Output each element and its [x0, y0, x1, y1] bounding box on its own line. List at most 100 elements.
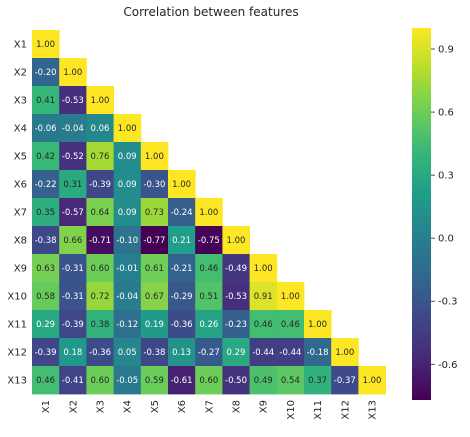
heatmap-cell [59, 170, 87, 199]
heatmap-cell-label: -0.52 [62, 152, 84, 162]
heatmap-cell-label: -0.04 [62, 124, 84, 134]
heatmap-cell [32, 310, 60, 339]
heatmap-cell [168, 366, 196, 395]
heatmap-cell [86, 338, 114, 367]
heatmap-cell-label: -0.37 [334, 376, 356, 386]
heatmap-cell [222, 338, 250, 367]
heatmap-cell-label: 0.31 [63, 180, 82, 190]
heatmap-cell [140, 226, 169, 255]
heatmap-cell [32, 338, 60, 367]
heatmap-cell [222, 254, 250, 283]
row-tick-label: X7 [14, 208, 27, 219]
heatmap-cell [59, 282, 87, 311]
heatmap-cell [249, 310, 278, 339]
heatmap-cell [249, 338, 278, 367]
heatmap-cell [276, 338, 305, 367]
heatmap-cell-label: 1.00 [63, 68, 82, 78]
column-tick-label: X5 [150, 400, 161, 413]
heatmap-cell [249, 282, 278, 311]
heatmap-cell [140, 366, 169, 395]
column-tick-label: X12 [340, 400, 351, 420]
heatmap-cell [113, 254, 142, 283]
heatmap-cell [331, 366, 359, 395]
heatmap-cell-label: 1.00 [308, 320, 327, 330]
heatmap-cell [222, 282, 250, 311]
heatmap-cell [222, 366, 250, 395]
heatmap-cell [59, 310, 87, 339]
row-tick-label: X9 [14, 264, 27, 275]
heatmap-cell [168, 226, 196, 255]
heatmap-cell-label: 1.00 [199, 208, 218, 218]
row-tick-label: X1 [14, 40, 27, 51]
column-tick-label: X9 [259, 400, 270, 413]
heatmap-cell [195, 254, 223, 283]
column-tick-label: X1 [41, 400, 52, 413]
heatmap-cell [168, 310, 196, 339]
heatmap-cell [276, 310, 305, 339]
heatmap-cell-label: 0.91 [254, 292, 273, 302]
heatmap-cell-label: -0.18 [307, 348, 329, 358]
heatmap-cell-label: 0.54 [281, 376, 300, 386]
heatmap-cell-label: -0.53 [225, 292, 247, 302]
heatmap-cell-label: 0.61 [145, 264, 164, 274]
heatmap-cell-label: 0.29 [36, 320, 55, 330]
chart-title: Correlation between features [123, 5, 298, 19]
heatmap-cells [32, 30, 386, 395]
heatmap-cell [86, 170, 114, 199]
heatmap-cell [140, 282, 169, 311]
heatmap-cell-label: -0.50 [225, 376, 247, 386]
column-tick-label: X4 [123, 400, 134, 413]
heatmap-cell-label: -0.71 [89, 236, 111, 246]
heatmap-cell [113, 114, 142, 143]
heatmap-cell [140, 198, 169, 227]
heatmap-cell-label: -0.38 [35, 236, 57, 246]
heatmap-cell [86, 254, 114, 283]
heatmap-cell-label: -0.12 [116, 320, 138, 330]
heatmap-cell-label: -0.36 [171, 320, 193, 330]
heatmap-cell-label: 0.19 [145, 320, 164, 330]
heatmap-cell-label: -0.06 [35, 124, 57, 134]
heatmap-cell [168, 338, 196, 367]
heatmap-cell-label: -0.05 [116, 376, 138, 386]
heatmap-cell [59, 254, 87, 283]
heatmap-cell-label: -0.75 [198, 236, 220, 246]
column-tick-label: X13 [368, 400, 379, 420]
heatmap-cell [222, 226, 250, 255]
heatmap-cell [195, 282, 223, 311]
heatmap-cell-label: -0.24 [171, 208, 193, 218]
heatmap-cell-label: -0.38 [143, 348, 165, 358]
heatmap-cell-label: -0.61 [171, 376, 193, 386]
heatmap-cell-label: 0.09 [118, 180, 137, 190]
heatmap-cell [86, 282, 114, 311]
heatmap-cell-label: -0.01 [116, 264, 138, 274]
heatmap-cell-label: -0.39 [62, 320, 84, 330]
heatmap-cell-label: 0.63 [36, 264, 55, 274]
heatmap-cell-label: 1.00 [281, 292, 300, 302]
heatmap-cell [249, 254, 278, 283]
heatmap-cell-label: 1.00 [91, 96, 110, 106]
heatmap-cell [86, 226, 114, 255]
heatmap-cell [195, 198, 223, 227]
heatmap-cell-label: 0.18 [63, 348, 82, 358]
heatmap-cell [32, 366, 60, 395]
heatmap-cell-label: -0.39 [89, 180, 111, 190]
heatmap-cell [168, 198, 196, 227]
heatmap-cell-label: 0.35 [36, 208, 55, 218]
heatmap-cell-label: 0.29 [227, 348, 246, 358]
heatmap-cell-label: 1.00 [363, 376, 382, 386]
heatmap-cell [276, 366, 305, 395]
heatmap-cell-label: -0.04 [116, 292, 138, 302]
heatmap-cell [86, 310, 114, 339]
heatmap-cell-label: 0.73 [145, 208, 164, 218]
heatmap-cell-label: 0.60 [91, 376, 110, 386]
heatmap-cell [113, 142, 142, 171]
column-tick-label: X2 [68, 400, 79, 413]
heatmap-cell-label: -0.53 [62, 96, 84, 106]
heatmap-cell [195, 310, 223, 339]
row-tick-label: X11 [7, 320, 27, 331]
heatmap-cell [86, 198, 114, 227]
heatmap-cell [113, 310, 142, 339]
heatmap-cell [304, 366, 332, 395]
heatmap-cell [32, 170, 60, 199]
